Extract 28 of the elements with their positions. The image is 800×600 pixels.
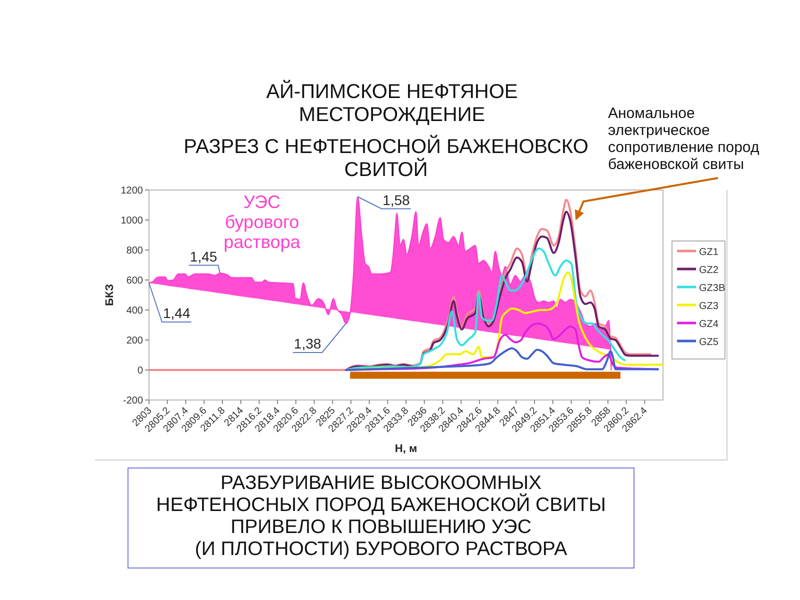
y-tick-label: 0 (137, 366, 144, 376)
y-tick-label: 1000 (120, 216, 144, 226)
legend-label: GZ1 (699, 247, 719, 258)
x-axis-title: Н, м (394, 443, 418, 455)
annotation: 1,58 (382, 192, 410, 208)
y-tick-label: 600 (126, 276, 144, 286)
y-tick-label: -200 (122, 396, 144, 406)
line-series (344, 248, 626, 371)
series-label: УЭС бурового раствора (224, 192, 302, 252)
y-tick-label: 1200 (120, 186, 144, 196)
legend-label: GZ5 (699, 337, 719, 348)
line-series (344, 210, 659, 371)
y-tick-label: 200 (126, 336, 144, 346)
y-axis-title: БКЗ (104, 284, 116, 306)
legend-label: GZ4 (699, 319, 719, 330)
annotation: Аномальное электрическое сопротивление пород баженовской свиты (608, 105, 760, 173)
annotation: 1,44 (163, 305, 190, 321)
chart-subtitle: РАЗРЕЗ С НЕФТЕНОСНОЙ БАЖЕНОВСКО СВИТОЙ (184, 134, 588, 181)
legend-label: GZ2 (699, 265, 719, 276)
chart-title: АЙ-ПИМСКОЕ НЕФТЯНОЕ МЕСТОРОЖДЕНИЕ (266, 79, 518, 126)
y-tick-label: 800 (126, 246, 144, 256)
annotation: 1,45 (190, 248, 218, 264)
legend-label: GZ3 (699, 301, 719, 312)
line-series (344, 347, 659, 371)
annotation: 1,38 (294, 336, 322, 352)
text: РАЗБУРИВАНИЕ ВЫСОКООМНЫХ НЕФТЕНОСНЫХ ПОРОД БАЖЕНОСКОЙ СВИТЫ ПРИВЕЛО К ПОВЫШЕНИЮ УЭС (И ПЛОТНОСТИ) БУРОВОГО РАСТВОРА (156, 472, 606, 560)
y-tick-label: 400 (126, 306, 144, 316)
legend-label: GZ3B (699, 283, 726, 294)
